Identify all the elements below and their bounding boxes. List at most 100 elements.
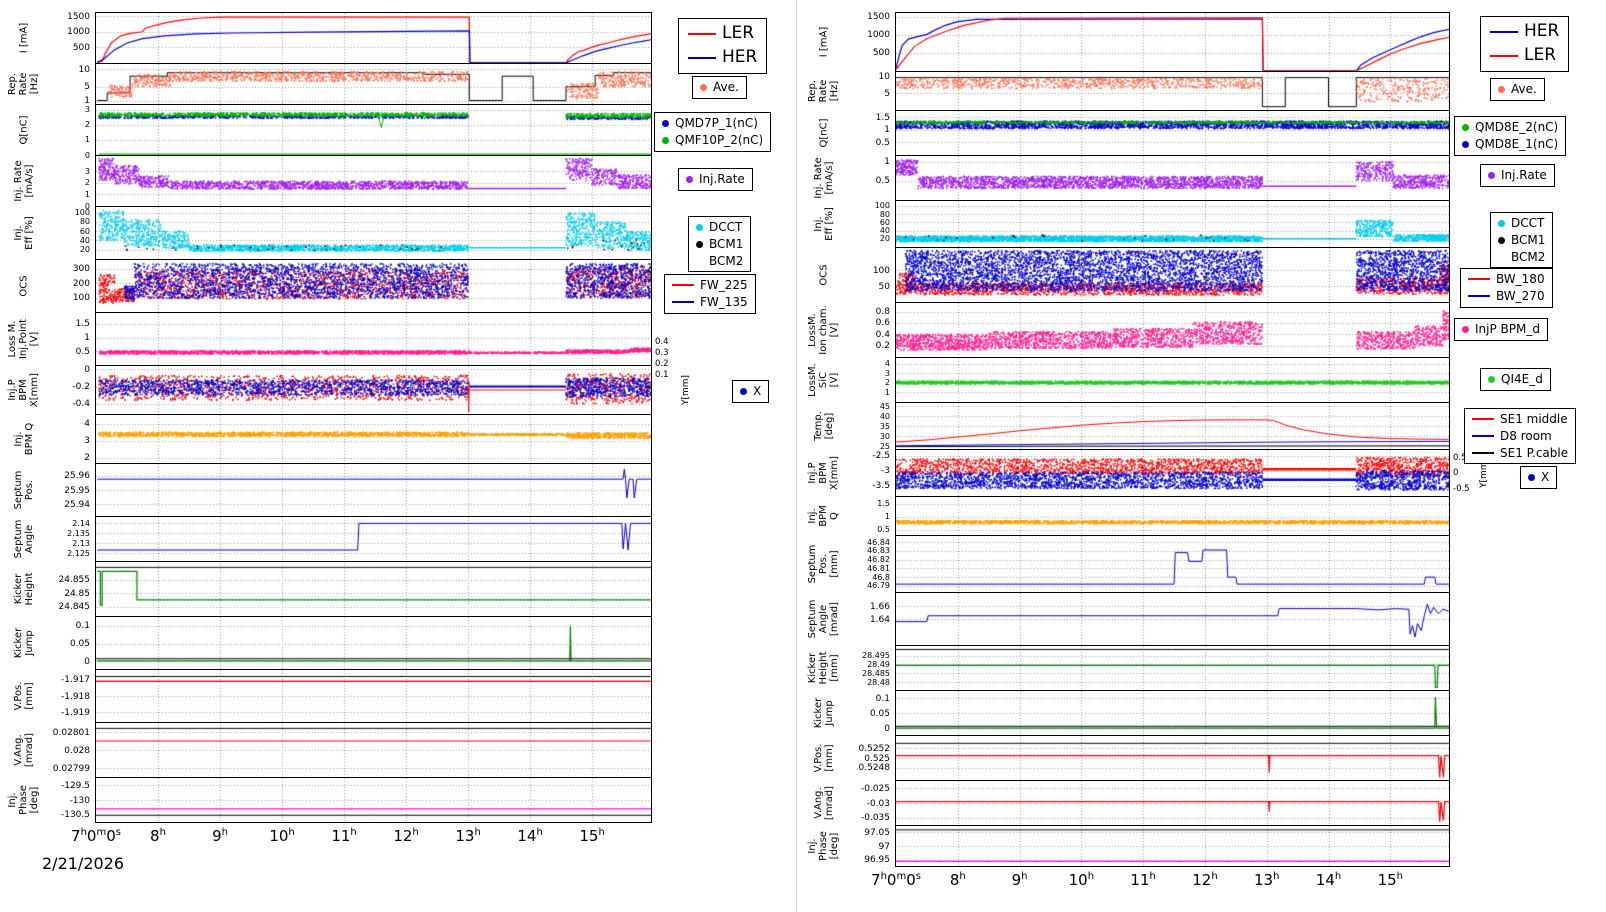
right-y-tick-label: -0.5 <box>1453 484 1470 495</box>
y-axis-label-injp-bpm-x: Inj.P BPM X[mm] <box>807 455 841 491</box>
y-tick-label: 1.5 <box>877 499 890 509</box>
plot-canvas-her-v-pos <box>896 736 1449 780</box>
y-tick-label: 2.125 <box>67 548 90 558</box>
legend-bw: BW_180 BW_270 <box>1460 268 1553 308</box>
y-axis-label-septum-pos: Septum Pos. [mm] <box>807 544 841 584</box>
y-tick-label: 1 <box>884 512 890 522</box>
y-axis-label-v-pos: V.Pos. [mm] <box>812 743 835 773</box>
y-tick-label: 500 <box>72 42 90 53</box>
y-tick-label: 0 <box>84 201 90 211</box>
y-tick-label: 1.5 <box>75 319 90 330</box>
panel-her-rep-rate <box>895 71 1450 111</box>
legend-item-d8-room: D8 room <box>1472 428 1568 445</box>
y-tick-label: -0.03 <box>866 798 890 809</box>
y-tick-label: 1500 <box>867 12 890 23</box>
y-axis-label-charge: Q[nC] <box>18 115 30 145</box>
plot-canvas-ler-inj-bpm-q <box>96 415 651 463</box>
x-tick-label: 9h <box>1011 871 1028 889</box>
y-tick-label: 0 <box>84 364 90 375</box>
y-tick-label: 0.6 <box>875 318 890 329</box>
y-tick-label: 0.05 <box>869 708 890 719</box>
her-line-icon <box>1490 30 1518 33</box>
legend-label: Inj.Rate <box>699 172 745 186</box>
y-axis-label-inj-eff: Inj. Eff [%] <box>12 216 35 250</box>
plot-canvas-ler-v-pos <box>96 670 651 722</box>
y-tick-label: 3 <box>84 105 90 115</box>
y-axis-label-kicker-height: Kicker Height [mm] <box>807 651 841 685</box>
legend-item-dcct: DCCT <box>696 219 743 236</box>
legend-label: Ave. <box>713 80 739 94</box>
legend-item-x: X <box>1528 469 1549 486</box>
plot-canvas-her-inj-bpm-q <box>896 497 1449 535</box>
y-tick-label: 200 <box>72 278 90 289</box>
qmd8e-2-nc-dot-icon <box>1462 123 1469 131</box>
y-tick-label: 97.05 <box>864 827 890 838</box>
right-y-tick-label: 0.2 <box>655 358 669 369</box>
panel-ler-ocs <box>95 259 652 313</box>
y-tick-label: 0.2 <box>875 341 890 352</box>
ave-dot-icon <box>1498 85 1505 93</box>
legend-ave: Ave. <box>692 76 747 99</box>
y-axis-label-injp-bpm-x: Inj.P BPM X[mm] <box>7 372 41 408</box>
x-tick-label: 7h0m0s <box>71 827 121 845</box>
panel-her-charge <box>895 110 1450 156</box>
y-axis-label-kicker-jump: Kicker Jump <box>12 627 35 659</box>
legend-label: HER <box>722 46 758 67</box>
y-tick-label: 35 <box>879 421 890 431</box>
legend-eff: DCCT BCM1 BCM2 <box>688 216 752 273</box>
legend-label: Ave. <box>1511 82 1537 96</box>
ave-dot-icon <box>700 83 707 91</box>
y-tick-label: 1 <box>884 387 890 397</box>
y-tick-label: 2 <box>884 378 890 388</box>
y-axis-label-current: I [mA] <box>18 22 30 54</box>
panel-her-inj-rate <box>895 155 1450 201</box>
y-tick-label: 20 <box>879 234 890 244</box>
legend-item-bw-270: BW_270 <box>1468 288 1545 305</box>
legend-item-qmd8e-2-nc: QMD8E_2(nC) <box>1462 119 1558 136</box>
y-tick-label: 0.02799 <box>52 763 90 774</box>
y-tick-label: 0.05 <box>69 639 90 650</box>
plot-canvas-ler-ocs <box>96 260 651 312</box>
y-tick-label: -3.5 <box>872 481 890 492</box>
panel-ler-injp-bpm-x <box>95 365 652 415</box>
legend-ave: Ave. <box>1490 78 1545 101</box>
y-axis-label-rep-rate: Rep. Rate [Hz] <box>7 72 41 96</box>
y-tick-label: 5 <box>884 88 890 99</box>
legend-x: X <box>732 380 770 403</box>
y-tick-label: 0.8 <box>875 307 890 318</box>
her-line-icon <box>688 56 716 59</box>
plot-canvas-ler-septum-angle <box>96 517 651 561</box>
plot-canvas-ler-inj-eff <box>96 207 651 259</box>
legend-item-bcm2: BCM2 <box>696 253 743 270</box>
y-tick-label: 10 <box>78 64 90 75</box>
y-tick-label: 2.14 <box>72 518 90 528</box>
y-tick-label: 80 <box>79 217 90 227</box>
legend-label: QI4E_d <box>1501 372 1543 386</box>
legend-item-fw-135: FW_135 <box>672 294 748 311</box>
y-tick-label: 500 <box>872 48 890 59</box>
legend-label: DCCT <box>1511 216 1545 230</box>
y-tick-label: 4 <box>84 419 90 430</box>
plot-canvas-her-inj-phase <box>896 826 1449 866</box>
y-tick-label: 0.5 <box>875 176 890 187</box>
legend-item-bw-180: BW_180 <box>1468 271 1545 288</box>
y-tick-label: 50 <box>878 281 890 292</box>
legend-label: LER <box>722 23 755 43</box>
dcct-dot-icon <box>1498 219 1505 227</box>
x-tick-label: 10h <box>1068 871 1095 889</box>
y-tick-label: 1.66 <box>869 601 890 612</box>
y-axis-label-ocs: OCS <box>818 264 830 286</box>
y-tick-label: -2.5 <box>872 451 890 462</box>
y-tick-label: -1.919 <box>60 707 90 718</box>
plot-canvas-ler-loss-inj-point <box>96 313 651 365</box>
y-tick-label: 2 <box>84 178 90 188</box>
y-axis-label-septum-angle: Septum Angle [mrad] <box>807 599 841 639</box>
y-tick-label: 2 <box>84 453 90 464</box>
right-y-tick-label: 0.1 <box>655 370 669 381</box>
y-axis-label-inj-phase: Inj. Phase [deg] <box>7 785 41 815</box>
y-tick-label: 2 <box>84 120 90 130</box>
y-tick-label: 24.855 <box>58 575 91 586</box>
x-tick-label: 15h <box>579 827 605 845</box>
y-tick-label: 97 <box>878 841 890 852</box>
x-tick-label: 15h <box>1377 871 1404 889</box>
